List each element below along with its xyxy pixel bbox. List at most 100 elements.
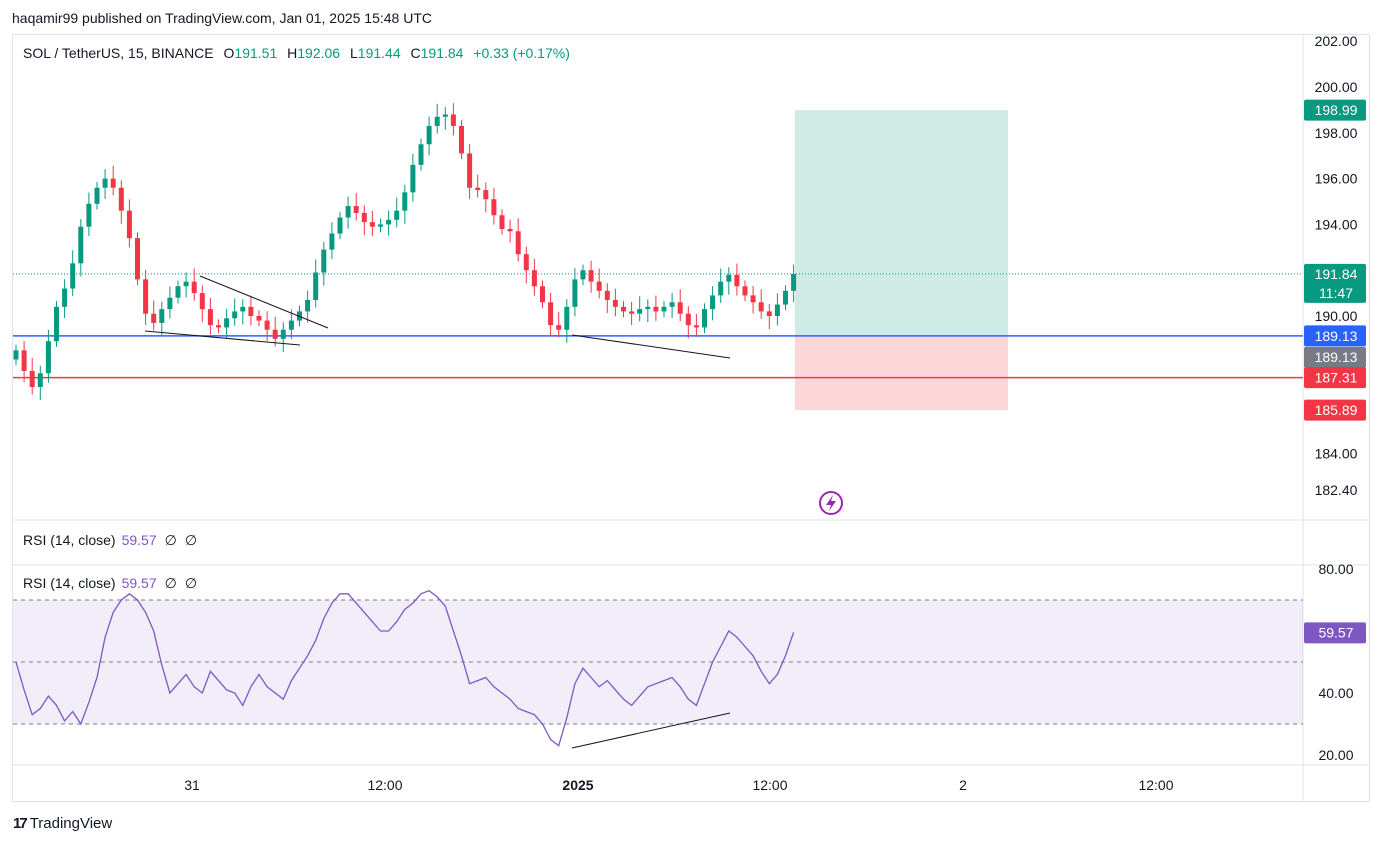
support-price-label: 189.13 (1315, 328, 1358, 344)
candle-body (402, 192, 408, 211)
candle (199, 285, 205, 323)
support-price-label-bg (1304, 325, 1366, 347)
candle-body (102, 178, 108, 188)
candle-body (240, 306, 246, 312)
high-value: 192.06 (297, 45, 341, 61)
sl-price-label-bg (1304, 399, 1366, 421)
rsi-legend-top[interactable]: RSI (14, close) 59.57 ∅ ∅ (23, 532, 197, 549)
candle (459, 120, 464, 160)
price-tick: 196.00 (1315, 171, 1358, 187)
candle (572, 268, 578, 317)
last-price-label: 191.84 (1315, 266, 1358, 282)
candle (669, 292, 675, 319)
candle (418, 138, 424, 171)
candle-body (645, 306, 651, 310)
candle (175, 280, 181, 304)
candle-body (86, 203, 92, 227)
candle (580, 264, 586, 286)
rsi-value-tag: 59.57 (1318, 624, 1353, 640)
support-price-label-2: 189.13 (1315, 349, 1358, 365)
rsi-sym1: ∅ (164, 532, 177, 548)
candle (86, 192, 92, 237)
stop-price-label-bg (1304, 367, 1366, 389)
candle (442, 106, 448, 130)
candle (118, 180, 124, 224)
candle-body (369, 222, 375, 227)
candle-body (442, 114, 448, 117)
candle-body (637, 309, 643, 314)
trendline (571, 334, 731, 359)
rsi-legend-overlay[interactable]: RSI (14, close) 59.57 ∅ ∅ (23, 575, 197, 592)
rsi-line (15, 589, 795, 747)
open-label: O (223, 45, 235, 61)
candle-body (29, 370, 35, 387)
candle-body (726, 274, 732, 282)
candle-body (450, 114, 456, 126)
candle (159, 301, 165, 336)
candle-body (118, 187, 124, 211)
candle (54, 301, 59, 347)
drawings (144, 275, 843, 515)
symbol-name[interactable]: SOL / TetherUS, 15, BINANCE (23, 45, 214, 61)
candle (710, 286, 716, 321)
candle (394, 197, 400, 228)
rsi-label-2: RSI (14, close) (23, 575, 116, 591)
footer-brand[interactable]: 17 TradingView (13, 815, 112, 832)
candle (653, 295, 659, 321)
candle-body (329, 233, 335, 250)
candle-body (742, 286, 748, 296)
candle (13, 344, 19, 366)
price-axis: 202.00 200.00 198.00 196.00 194.00 190.00 184.… (1304, 33, 1366, 763)
time-tick: 2 (959, 777, 967, 793)
candle-body (556, 325, 562, 330)
candle (167, 286, 173, 319)
candle (102, 169, 108, 199)
last-price-bg (1304, 263, 1366, 303)
candle (629, 302, 635, 325)
candle (207, 297, 213, 335)
candle (45, 329, 51, 383)
candle-body (685, 313, 691, 326)
candle (29, 357, 35, 395)
candle-body (126, 210, 132, 239)
candle-body (78, 226, 84, 264)
candle-body (766, 311, 772, 316)
candle-body (758, 302, 764, 312)
candle (677, 289, 683, 322)
candle-body (612, 299, 618, 307)
candle (345, 196, 351, 229)
candle-body (167, 297, 173, 310)
candle (216, 319, 221, 334)
candle-body (175, 286, 181, 298)
candle-body (669, 302, 675, 307)
candles (13, 103, 797, 401)
candle (280, 322, 286, 352)
candle-body (580, 270, 586, 280)
candle-body (256, 316, 262, 321)
candle (523, 246, 529, 284)
candle-body (110, 178, 116, 188)
candle (718, 268, 724, 303)
candle (531, 258, 537, 296)
position-zone (795, 110, 1008, 411)
candle (369, 210, 375, 237)
rsi-sym2: ∅ (184, 532, 198, 548)
candle-body (151, 313, 157, 323)
candle-body (378, 224, 383, 227)
candle-body (507, 228, 513, 232)
time-tick: 12:00 (367, 777, 402, 793)
rsi-divergence-line (571, 712, 731, 749)
tp-price-label-bg (1304, 99, 1366, 121)
candle-body (540, 286, 545, 303)
candle (661, 301, 667, 318)
candle (426, 116, 432, 156)
candle (783, 285, 788, 311)
candle-body (621, 306, 626, 312)
candle (224, 308, 230, 339)
candle-body (280, 329, 286, 339)
low-label: L (349, 45, 358, 61)
candle (726, 267, 732, 295)
candle (693, 313, 699, 337)
candle (596, 268, 602, 299)
